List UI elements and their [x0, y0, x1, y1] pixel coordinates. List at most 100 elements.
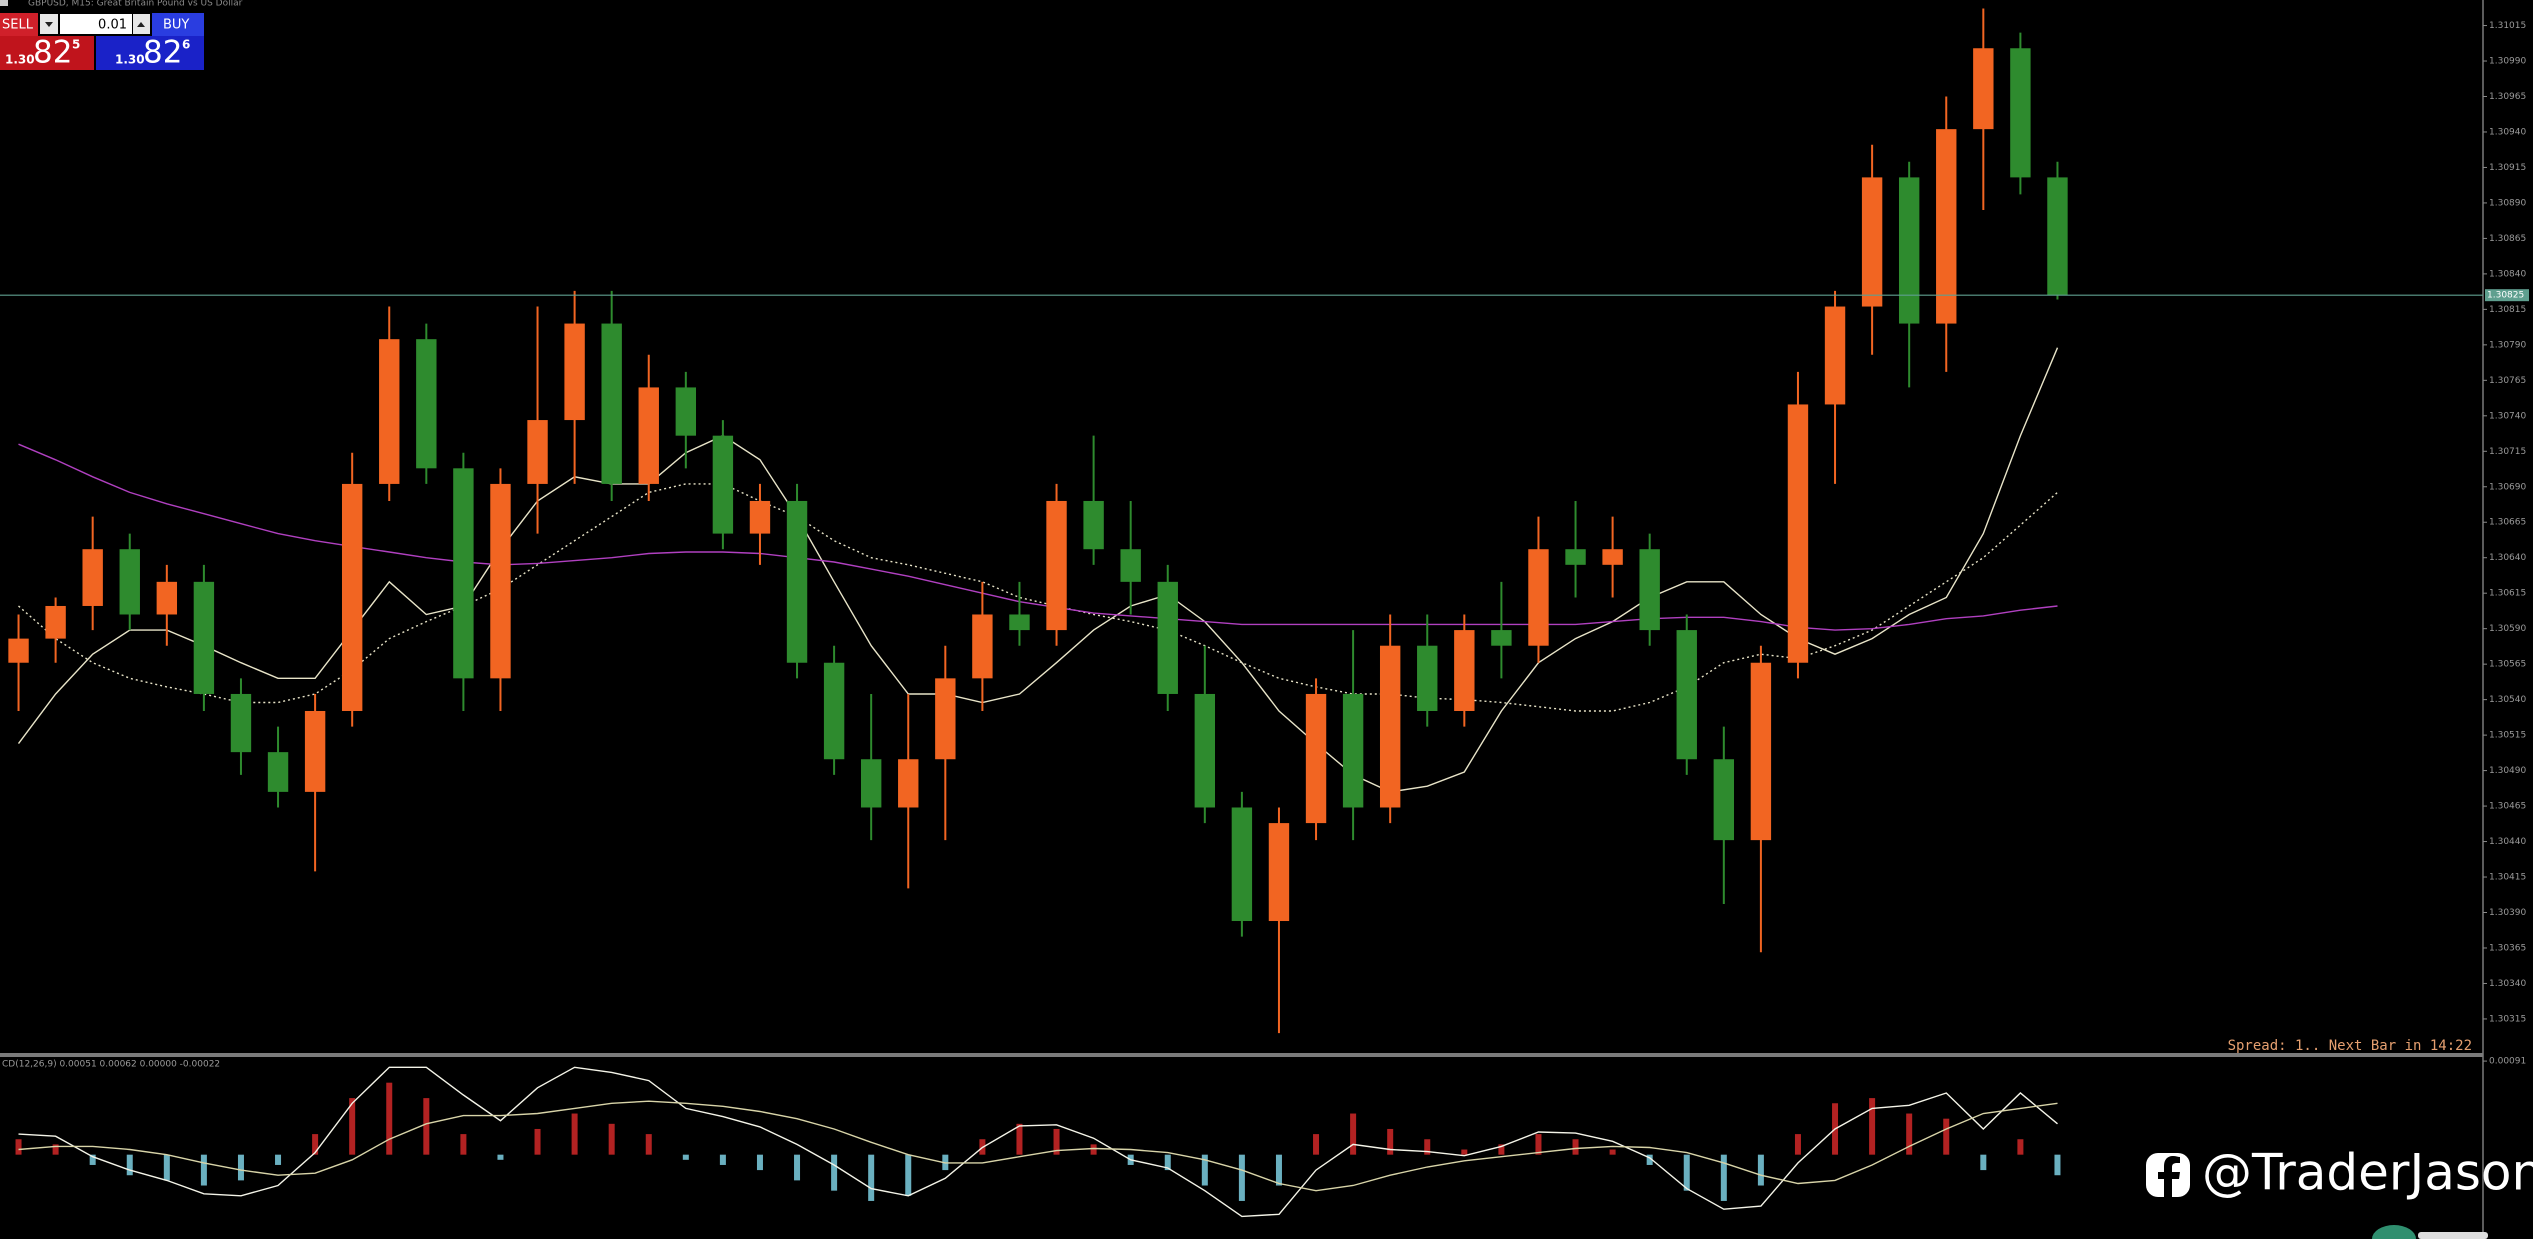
ask-box[interactable] [96, 36, 204, 70]
y-tick-label: 1.30890 [2489, 198, 2526, 208]
y-tick-label: 1.30590 [2489, 624, 2526, 634]
bid-small: 5 [72, 38, 80, 52]
candle-body [823, 662, 845, 760]
symbol-title: GBPUSD, M15: Great Britain Pound vs US D… [28, 0, 243, 9]
y-tick-label: 1.30415 [2489, 873, 2526, 883]
macd-bar [1387, 1128, 1394, 1155]
trade-panel: SELL 0.01 BUY 1.30 82 5 1.30 82 6 [0, 13, 204, 71]
status-text: Spread: 1.. Next Bar in 14:22 [2228, 1038, 2472, 1054]
y-tick-label: 1.30615 [2489, 589, 2526, 599]
y-tick-label: 1.30815 [2489, 305, 2526, 315]
macd-bar [534, 1128, 541, 1155]
candle-body [638, 387, 659, 484]
macd-bar [312, 1134, 319, 1155]
candle-body [1936, 129, 1957, 324]
corner-button[interactable] [2372, 1225, 2416, 1239]
macd-bar [719, 1154, 726, 1165]
candle-body [1194, 693, 1216, 808]
current-price-tag [2485, 289, 2529, 302]
macd-bar [1461, 1149, 1468, 1155]
y-tick-label: 1.30365 [2489, 943, 2526, 953]
macd-bar [1609, 1149, 1616, 1155]
y-tick-label: 1.30440 [2489, 837, 2526, 847]
macd-bar [2017, 1139, 2024, 1155]
buy-button[interactable] [152, 13, 204, 36]
y-tick-label: 1.30965 [2489, 92, 2526, 102]
candle-body [712, 435, 734, 534]
y-tick-label: 1.30390 [2489, 908, 2526, 918]
macd-bar [2054, 1154, 2061, 1176]
candle-body [935, 678, 956, 760]
y-tick-label: 1.30915 [2489, 163, 2526, 173]
corner-pill[interactable] [2418, 1232, 2488, 1239]
macd-bar [645, 1134, 652, 1155]
candle-body [1787, 404, 1809, 663]
sell-button[interactable] [0, 13, 38, 36]
candle-body [8, 638, 29, 663]
candle-body [82, 549, 103, 606]
ask-big: 82 [143, 35, 182, 71]
macd-bar [1498, 1144, 1505, 1155]
candle-body [1750, 662, 1772, 841]
ask-prefix: 1.30 [115, 53, 145, 67]
candle-body [1565, 549, 1586, 565]
candle-body [1861, 177, 1883, 307]
candle-body [119, 549, 140, 615]
macd-bar [460, 1134, 467, 1155]
macd-bar [608, 1123, 615, 1155]
candle-body [1528, 549, 1549, 646]
candle-body [1342, 693, 1364, 808]
macd-bar [15, 1139, 22, 1155]
candle-body [304, 710, 326, 792]
macd-bar [1275, 1154, 1282, 1186]
candle-body [2010, 48, 2031, 178]
candle-body [416, 339, 437, 469]
watermark: @TraderJason [2146, 1144, 2533, 1202]
y-tick-label: 1.30940 [2489, 127, 2526, 137]
macd-bar [52, 1144, 59, 1155]
candle-body [1231, 807, 1253, 922]
macd-bar [1164, 1154, 1171, 1171]
macd-bar [756, 1154, 763, 1171]
macd-bar [423, 1098, 430, 1155]
candle-body [1602, 549, 1623, 565]
y-tick-label: 1.30565 [2489, 660, 2526, 670]
y-tick-label: 1.30690 [2489, 482, 2526, 492]
candle-body [1491, 630, 1512, 646]
macd-bar [794, 1154, 801, 1181]
candle-body [1713, 759, 1735, 841]
y-tick-label: 1.30765 [2489, 376, 2526, 386]
candle-body [675, 387, 697, 436]
y-tick-label: 1.30540 [2489, 695, 2526, 705]
y-tick-label: 1.30340 [2489, 979, 2526, 989]
y-tick-label: 1.30315 [2489, 1014, 2526, 1024]
candle-body [267, 752, 289, 792]
candle-body [1454, 630, 1475, 711]
macd-bar [349, 1098, 356, 1155]
y-tick-label: 1.30490 [2489, 766, 2526, 776]
macd-bar [200, 1154, 207, 1186]
y-tick-label: 0.00091 [2489, 1057, 2526, 1067]
macd-bar [1906, 1113, 1913, 1155]
candle-body [1824, 306, 1846, 405]
lot-input[interactable] [60, 14, 132, 34]
candle-body [2047, 177, 2068, 296]
candle-body [1973, 48, 1994, 130]
macd-bar [386, 1082, 393, 1155]
candle-body [601, 323, 622, 484]
macd-bar [831, 1154, 838, 1191]
macd-bar [275, 1154, 282, 1165]
macd-bar [1980, 1154, 1987, 1171]
bid-box[interactable] [0, 36, 94, 70]
bid-prefix: 1.30 [5, 53, 35, 67]
candle-body [1009, 614, 1030, 631]
candle-body [972, 614, 993, 679]
candle-body [1898, 177, 1920, 324]
macd-bar [868, 1154, 875, 1201]
y-tick-label: 1.30740 [2489, 411, 2526, 421]
macd-bar [1572, 1139, 1579, 1155]
macd-bar [1238, 1154, 1245, 1201]
candle-body [230, 693, 252, 753]
y-tick-label: 1.30715 [2489, 447, 2526, 457]
